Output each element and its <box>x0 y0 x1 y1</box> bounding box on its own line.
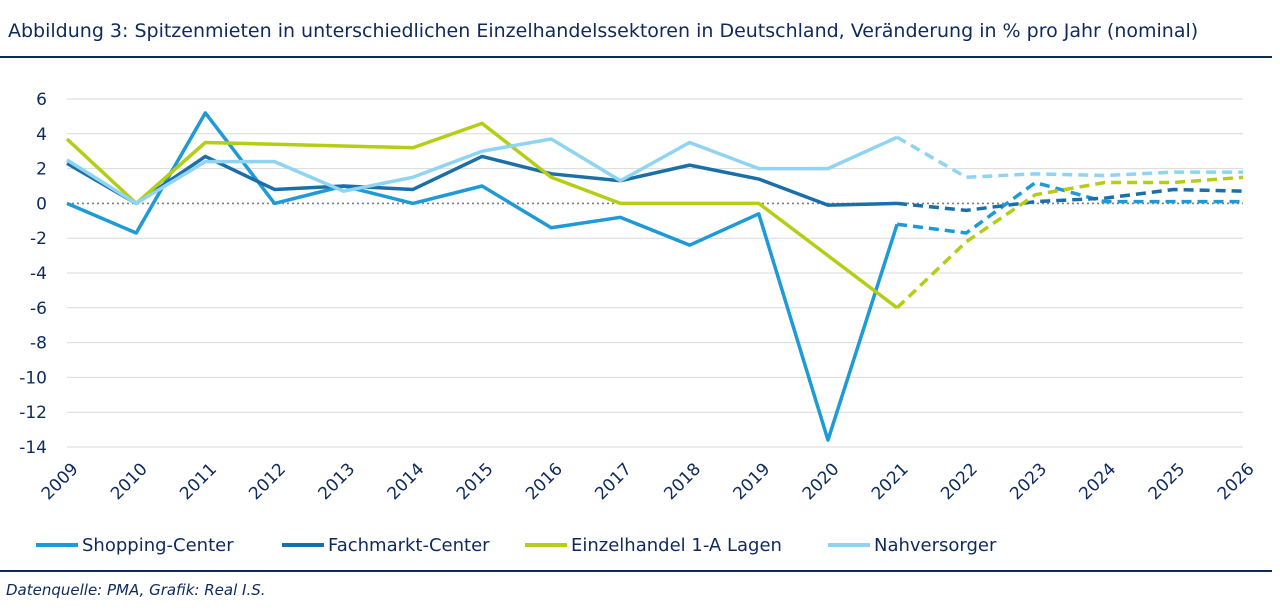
y-tick-label: -10 <box>19 368 47 388</box>
series-line-actual <box>65 121 899 310</box>
legend-label: Fachmarkt-Center <box>328 535 490 556</box>
y-tick-label: -4 <box>30 264 47 284</box>
x-tick-label: 2023 <box>1006 459 1051 504</box>
y-tick-label: -12 <box>19 403 47 423</box>
x-tick-label: 2017 <box>591 459 636 504</box>
x-tick-label: 2024 <box>1075 459 1120 504</box>
x-tick-label: 2012 <box>245 459 290 504</box>
x-tick-label: 2020 <box>799 459 844 504</box>
x-tick-label: 2013 <box>315 459 360 504</box>
x-tick-label: 2022 <box>937 459 982 504</box>
x-tick-label: 2011 <box>176 459 221 504</box>
x-tick-labels: 2009 2010 2011 2012 2013 2014 2015 2016 2017 2018… <box>38 459 1259 504</box>
source-note: Datenquelle: PMA, Grafik: Real I.S. <box>6 581 266 599</box>
series-line-forecast <box>896 180 1243 235</box>
series-line-actual <box>66 135 898 206</box>
y-tick-label: 2 <box>36 160 47 180</box>
series-line-actual <box>66 111 899 442</box>
y-tick-label: 4 <box>36 125 47 145</box>
legend-label: Einzelhandel 1-A Lagen <box>571 535 782 556</box>
y-tick-label: 0 <box>36 194 47 214</box>
x-tick-label: 2009 <box>38 459 83 504</box>
x-tick-label: 2014 <box>384 459 429 504</box>
x-tick-label: 2026 <box>1214 459 1259 504</box>
grid-layer <box>67 98 1243 448</box>
x-tick-label: 2018 <box>660 459 705 504</box>
footer-divider <box>0 570 1272 572</box>
x-tick-label: 2010 <box>107 459 152 504</box>
y-tick-label: -14 <box>19 438 47 458</box>
x-tick-label: 2021 <box>868 459 913 504</box>
y-tick-labels: 6 4 2 0 -2 -4 -6 -8 -10 -12 -14 <box>19 90 47 458</box>
series-lines <box>65 111 1244 442</box>
chart-title: Abbildung 3: Spitzenmieten in unterschie… <box>8 20 1199 42</box>
x-tick-label: 2015 <box>453 459 498 504</box>
x-tick-label: 2016 <box>522 459 567 504</box>
series-line-forecast <box>896 187 1244 213</box>
series-line-actual <box>66 154 898 207</box>
legend-label: Nahversorger <box>874 535 997 556</box>
x-tick-label: 2025 <box>1145 459 1190 504</box>
y-tick-label: 6 <box>36 90 47 110</box>
y-tick-label: -6 <box>30 299 47 319</box>
title-divider <box>0 56 1272 58</box>
series-line-forecast <box>895 175 1244 310</box>
y-tick-label: -2 <box>30 229 47 249</box>
legend-label: Shopping-Center <box>82 535 234 556</box>
legend: Shopping-Center Fachmarkt-Center Einzelhan… <box>36 535 997 556</box>
y-tick-label: -8 <box>30 334 47 354</box>
x-tick-label: 2019 <box>730 459 775 504</box>
series-line-forecast <box>896 135 1243 180</box>
